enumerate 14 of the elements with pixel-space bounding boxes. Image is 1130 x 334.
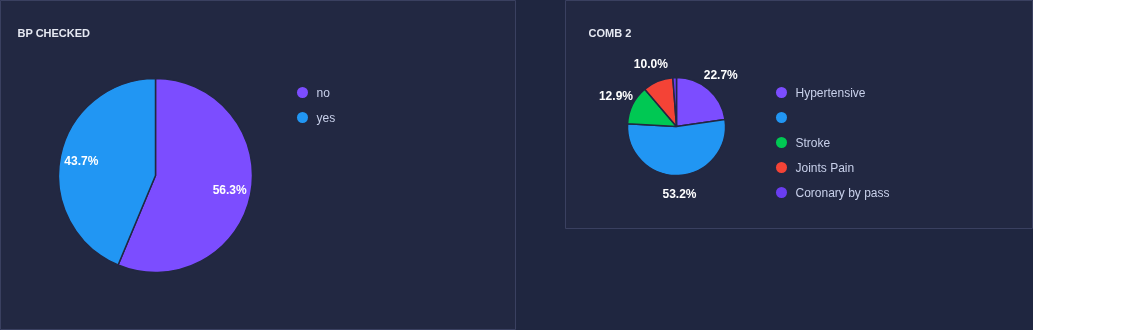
legend-label: Stroke — [795, 135, 831, 150]
legend-label: no — [316, 85, 331, 100]
legend-label: Joints Pain — [795, 160, 855, 175]
legend-label: Coronary by pass — [795, 185, 890, 200]
data-label: 10.0% — [633, 56, 669, 71]
data-label: 43.7% — [64, 153, 99, 168]
data-label: 56.3% — [212, 183, 248, 198]
legend-label: yes — [316, 110, 336, 125]
data-label: 12.9% — [598, 89, 634, 104]
chart-title: BP CHECKED — [17, 26, 91, 39]
legend-label: Hypertensive — [795, 85, 866, 100]
chart-title: COMB 2 — [588, 26, 632, 39]
data-label: 22.7% — [703, 68, 739, 83]
data-label: 53.2% — [662, 187, 697, 202]
